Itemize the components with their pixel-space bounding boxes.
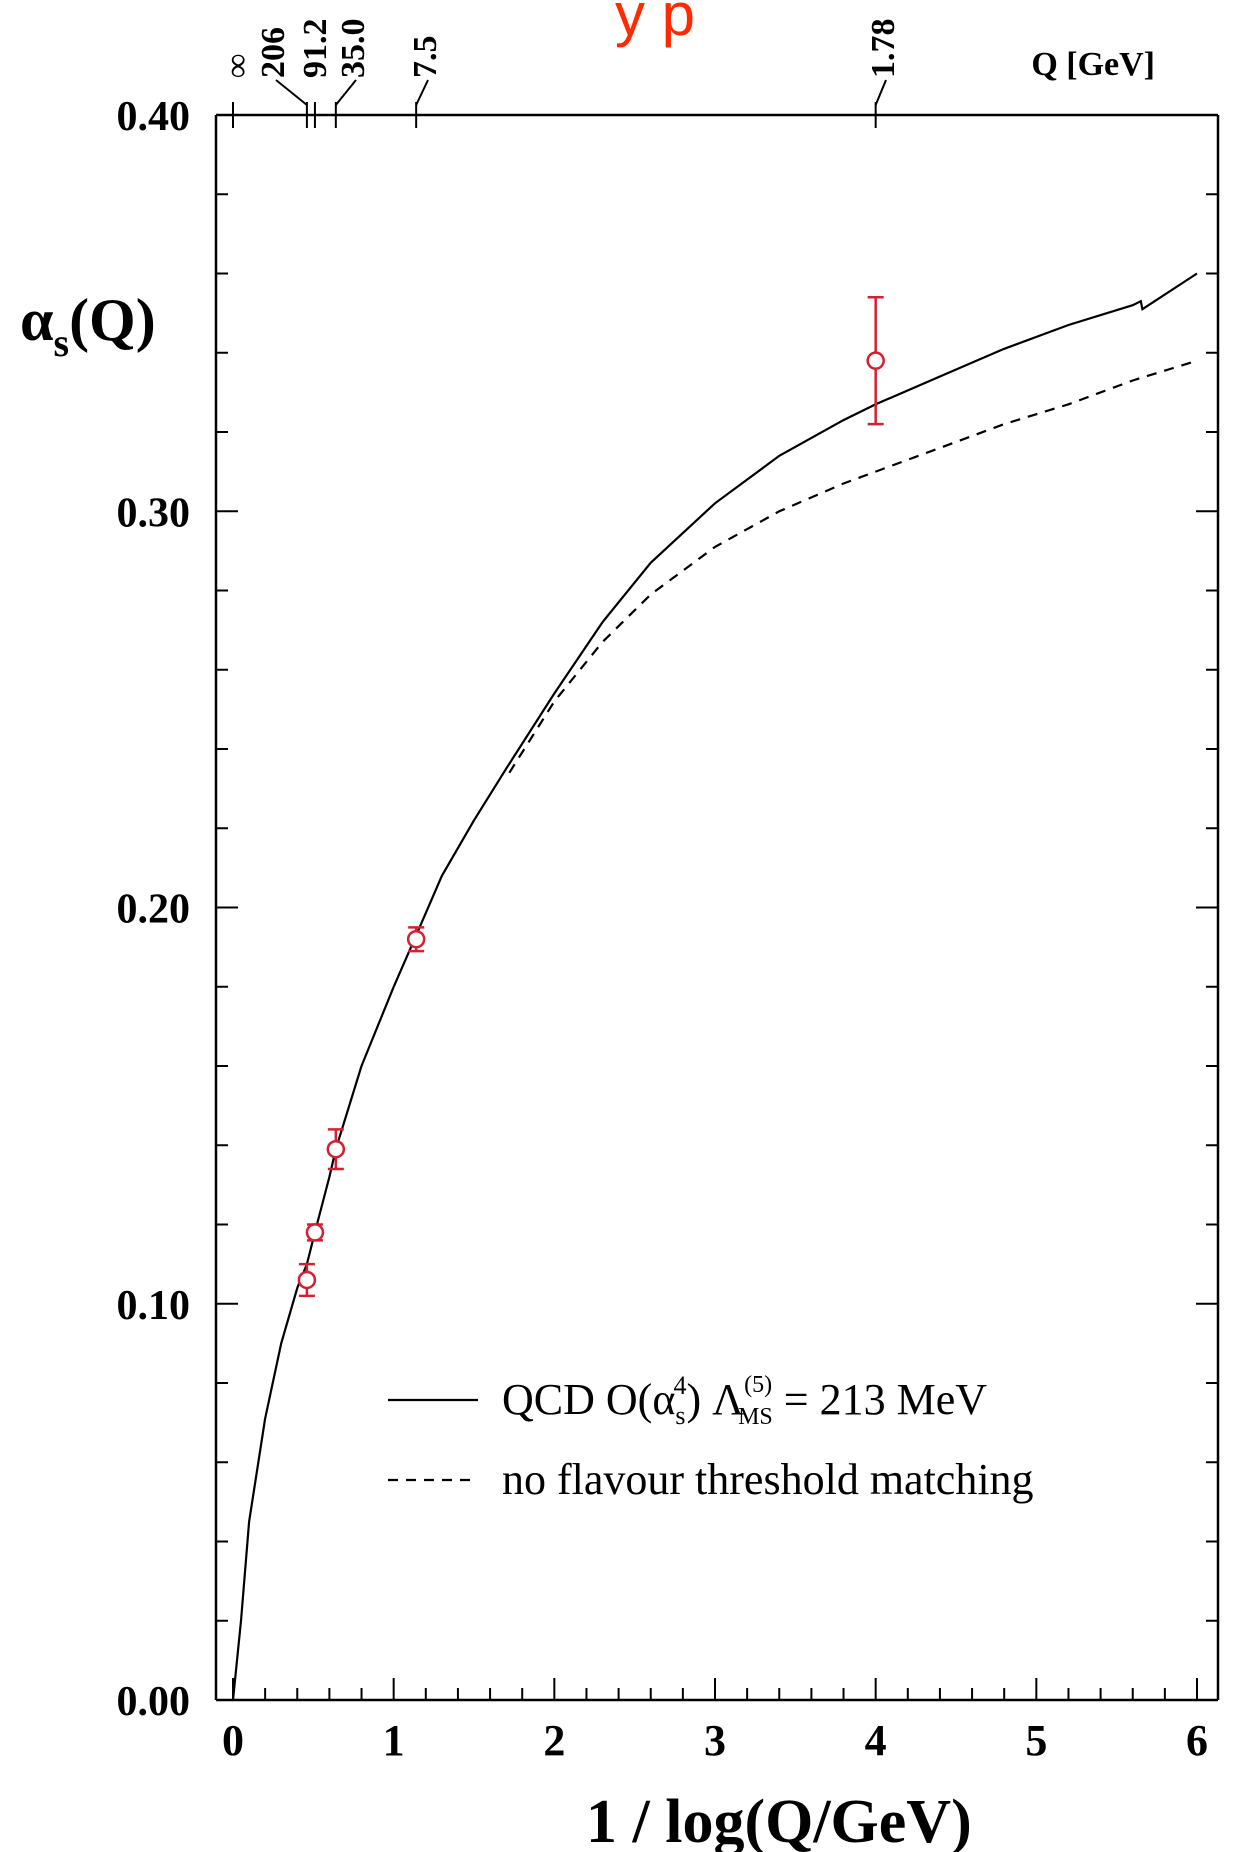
legend-dashed-label: no flavour threshold matching (502, 1455, 1034, 1504)
data-point (297, 1270, 317, 1290)
top-tick-label: 206 (255, 27, 292, 78)
legend: QCD O(αs4) Λ(5) MS = 213 MeV no flavour t… (388, 1371, 1034, 1504)
x-tick-label: 3 (704, 1716, 726, 1765)
top-tick-label: 7.5 (407, 36, 444, 79)
data-point (305, 1223, 325, 1242)
x-tick-label: 6 (1186, 1716, 1208, 1765)
top-tick-leader (335, 79, 357, 106)
y-tick-label: 0.10 (117, 1283, 191, 1329)
banner-fragment: y p (615, 0, 695, 48)
data-point (326, 1139, 346, 1159)
legend-qcd-label: QCD O(αs4) Λ(5) MS = 213 MeV (502, 1371, 987, 1430)
no-threshold-curve (508, 359, 1198, 774)
top-tick-label: 35.0 (335, 19, 372, 79)
curves (231, 272, 1198, 1701)
top-axis-title: Q [GeV] (1031, 46, 1155, 83)
top-q-axis: ∞ 206 91.2 35.0 7.5 1.78 Q [GeV] (219, 19, 1155, 128)
y-ticks: 0.00 0.10 0.20 0.30 0.40 (117, 94, 1218, 1725)
x-tick-label: 0 (222, 1716, 244, 1765)
y-tick-label: 0.20 (117, 887, 191, 933)
y-tick-label: 0.30 (117, 490, 191, 536)
top-tick-label: ∞ (219, 54, 256, 78)
top-tick-leader (874, 79, 887, 106)
y-axis-title: αs(Q) (20, 287, 156, 365)
top-tick-label: 1.78 (865, 19, 902, 79)
y-tick-label: 0.40 (117, 94, 191, 140)
x-tick-label: 1 (383, 1716, 405, 1765)
data-points (297, 296, 885, 1298)
data-point (406, 929, 426, 949)
x-tick-label: 5 (1025, 1716, 1047, 1765)
y-tick-label: 0.00 (117, 1679, 191, 1725)
top-tick-leader (415, 79, 429, 106)
data-point (866, 351, 885, 370)
qcd-curve (231, 272, 1198, 1701)
top-tick-label: 91.2 (297, 19, 334, 79)
x-ticks: 0 1 2 3 4 5 6 (222, 1678, 1208, 1765)
x-tick-label: 2 (543, 1716, 565, 1765)
top-tick-leader (275, 79, 308, 106)
x-tick-label: 4 (865, 1716, 887, 1765)
x-axis-title: 1 / log(Q/GeV) (586, 1788, 972, 1852)
